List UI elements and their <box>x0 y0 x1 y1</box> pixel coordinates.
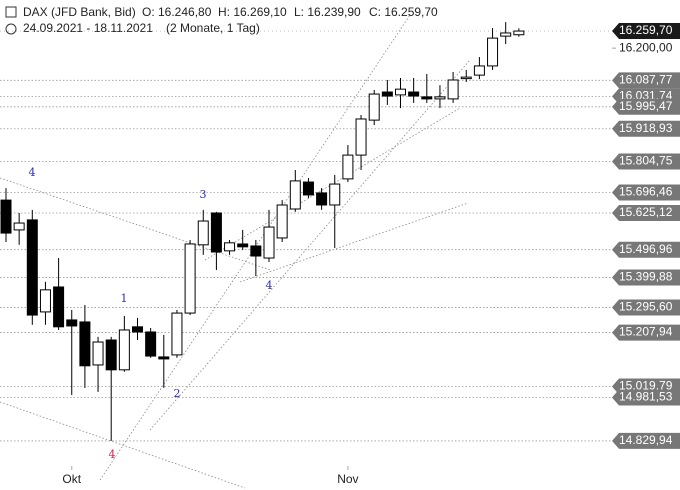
candle-body <box>118 329 130 371</box>
level-box <box>612 299 680 316</box>
candle-body <box>434 96 446 100</box>
ohlc-close: C: 16.259,70 <box>369 5 438 19</box>
last-price-box <box>612 23 680 40</box>
candle-body <box>513 30 525 36</box>
level-label: 15.918,93 <box>619 121 673 135</box>
level-box <box>612 204 680 221</box>
candle-body <box>66 319 78 327</box>
candle-body <box>302 181 314 196</box>
last-price-label: 16.259,70 <box>619 23 673 37</box>
period: (2 Monate, 1 Tag) <box>166 21 260 35</box>
date-range: 24.09.2021 - 18.11.2021 <box>23 21 153 35</box>
level-label: 15.696,46 <box>619 185 673 199</box>
level-label: 15.804,75 <box>619 154 673 168</box>
level-label: 15.496,96 <box>619 242 673 256</box>
candle-body <box>92 341 104 366</box>
candle-body <box>329 183 341 206</box>
ohlc-low: L: 16.239,90 <box>294 5 361 19</box>
candle-body <box>145 331 157 357</box>
candle-body <box>237 243 249 248</box>
candle-body <box>421 96 433 100</box>
candle-body <box>224 242 236 252</box>
candle-body <box>171 312 183 356</box>
candle-body <box>105 339 117 371</box>
x-tick-label: Okt <box>62 472 81 486</box>
level-label: 15.625,12 <box>619 205 673 219</box>
title: DAX (JFD Bank, Bid) <box>23 5 136 19</box>
wave-label: 1 <box>121 292 128 305</box>
wave-label: 4 <box>266 279 273 292</box>
candle-body <box>132 326 143 333</box>
level-box <box>612 269 680 286</box>
ohlc-open: O: 16.246,80 <box>142 5 212 19</box>
candle-body <box>197 220 209 246</box>
level-box <box>612 72 680 89</box>
level-box <box>612 389 680 406</box>
candle-body <box>368 93 380 121</box>
candle-body <box>355 118 367 156</box>
level-label: 14.981,53 <box>619 390 673 404</box>
candle-body <box>158 356 170 360</box>
level-label: 15.295,60 <box>619 300 673 314</box>
level-box <box>612 120 680 137</box>
level-label: 15.207,94 <box>619 325 673 339</box>
candle-body <box>13 222 25 231</box>
candle-body <box>263 226 275 259</box>
candle-body <box>289 180 301 210</box>
y-tick-label: 16.200,00 <box>619 40 673 54</box>
level-label: 14.829,94 <box>619 433 673 447</box>
candle-body <box>210 212 222 253</box>
candle-body <box>342 154 354 180</box>
wave-label: 4 <box>29 166 36 179</box>
candle-body <box>39 289 51 313</box>
candle-body <box>395 88 406 96</box>
candle-body <box>408 91 420 97</box>
clock-icon <box>5 23 17 35</box>
level-box <box>612 432 680 449</box>
level-box <box>612 184 680 201</box>
level-label: 15.019,79 <box>619 379 673 393</box>
level-label: 15.995,47 <box>619 99 673 113</box>
candle-body <box>447 79 459 100</box>
header: DAX (JFD Bank, Bid) O: 16.246,80 H: 16.2… <box>5 5 438 35</box>
level-box <box>612 98 680 115</box>
level-box <box>612 324 680 341</box>
candle-body <box>53 286 65 328</box>
candle-body <box>79 321 91 367</box>
candle-body <box>500 32 512 37</box>
candle-body <box>381 91 393 97</box>
candle-body <box>316 192 328 206</box>
candle-body <box>0 199 12 234</box>
wave-label: 2 <box>174 387 181 400</box>
candle-body <box>473 65 485 76</box>
candle-body <box>26 219 38 316</box>
wave-label: 4 <box>109 448 116 461</box>
candle-body <box>487 37 499 67</box>
candle-body <box>184 243 196 314</box>
wave-label: 3 <box>200 188 207 201</box>
x-tick-label: Nov <box>337 472 358 486</box>
level-label: 16.087,77 <box>619 73 673 87</box>
candle-body <box>250 245 262 257</box>
level-box <box>612 241 680 258</box>
candle-body <box>276 204 288 239</box>
candle-body <box>460 76 472 80</box>
level-label: 15.399,88 <box>619 270 673 284</box>
header-icon <box>5 6 17 18</box>
ohlc-high: H: 16.269,10 <box>218 5 287 19</box>
level-box <box>612 153 680 170</box>
